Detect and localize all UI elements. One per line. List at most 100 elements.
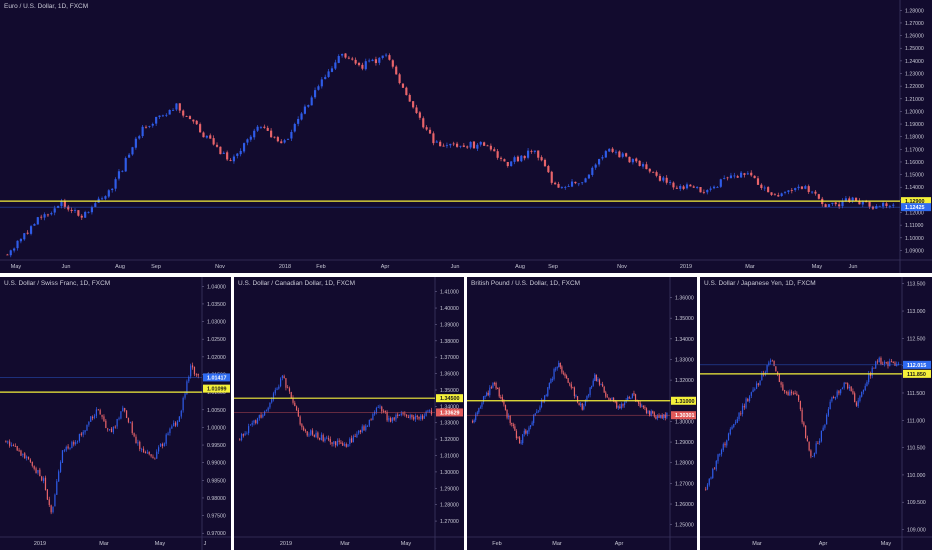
candle-body <box>833 396 835 399</box>
candle-body <box>363 426 365 431</box>
candle-body <box>258 415 260 419</box>
candle-body <box>595 374 597 381</box>
candle-body <box>377 406 379 408</box>
candle-body <box>190 365 192 377</box>
candle-body <box>92 416 94 419</box>
candle-body <box>847 383 849 389</box>
candle-body <box>882 202 885 207</box>
candle-body <box>271 399 273 403</box>
usdjpy-chart-panel[interactable]: 109.000 109.500 110.000 110.500 111.000 111.5… <box>700 277 932 550</box>
price-label-bg <box>436 408 463 417</box>
candle-body <box>174 422 177 426</box>
candle-body <box>364 61 367 70</box>
candle-body <box>534 413 536 416</box>
candle-body <box>562 372 565 374</box>
candle-body <box>531 422 533 425</box>
candle-body <box>56 481 58 495</box>
candle-body <box>705 488 707 490</box>
candle-body <box>244 433 246 436</box>
candle-body <box>159 444 162 447</box>
candle-body <box>310 430 312 435</box>
candle-body <box>359 430 362 432</box>
x-tick-label: Mar <box>745 264 755 270</box>
candle-body <box>483 142 486 146</box>
candle-body <box>622 404 624 406</box>
candle-body <box>471 421 474 423</box>
price-label-bg <box>901 203 931 212</box>
candle-body <box>511 422 513 424</box>
candle-body <box>429 410 431 412</box>
candle-body <box>107 190 110 197</box>
candle-body <box>617 406 619 408</box>
y-tick-label: 1.28000 <box>905 8 924 14</box>
candle-body <box>621 153 624 157</box>
usdchf-chart-panel[interactable]: 0.97000 0.97500 0.98000 0.98500 0.99000 0.995… <box>0 277 231 550</box>
eurusd-chart-panel[interactable]: 1.090001.100001.110001.120001.130001.140… <box>0 0 932 273</box>
candle-body <box>395 414 397 420</box>
candle-body <box>84 430 86 433</box>
candle-body <box>504 405 507 411</box>
candle-body <box>379 406 381 408</box>
candle-body <box>503 159 506 162</box>
y-tick-label: 1.16000 <box>905 160 924 166</box>
price-label-bg <box>203 373 230 382</box>
candle-body <box>885 203 888 206</box>
price-label: 1.31000 <box>675 399 695 405</box>
candle-body <box>411 414 413 418</box>
candle-body <box>641 164 645 167</box>
candle-body <box>16 240 19 249</box>
candle-body <box>167 433 169 435</box>
candle-body <box>594 374 596 381</box>
candle-body <box>67 206 70 210</box>
y-tick-label: 1.02500 <box>207 337 226 343</box>
y-tick-label: 1.33000 <box>440 421 459 427</box>
candle-body <box>197 373 199 376</box>
candle-body <box>858 200 861 205</box>
candle-body <box>272 393 275 400</box>
gbpusd-chart-panel[interactable]: 1.25000 1.26000 1.27000 1.28000 1.29000 1.300… <box>467 277 697 550</box>
candle-body <box>592 380 594 386</box>
candle-body <box>43 214 46 218</box>
candle-body <box>368 60 371 62</box>
y-tick-label: 1.31000 <box>440 454 459 460</box>
candle-body <box>336 440 338 446</box>
y-tick-label: 1.26000 <box>905 34 924 40</box>
candle-body <box>41 476 43 481</box>
candle-body <box>539 407 541 411</box>
candle-body <box>712 468 714 479</box>
candle-body <box>283 376 285 379</box>
candle-body <box>628 397 630 399</box>
candle-body <box>489 145 492 150</box>
candle-body <box>315 432 317 437</box>
candle-body <box>88 421 90 425</box>
chart-svg: 1.27000 1.28000 1.29000 1.30000 1.31000 1.320… <box>234 277 464 550</box>
candle-body <box>292 397 294 403</box>
candle-body <box>740 413 742 415</box>
candle-body <box>58 471 60 482</box>
candle-body <box>307 105 310 107</box>
candle-body <box>12 445 15 446</box>
candle-body <box>347 57 350 59</box>
candle-body <box>466 146 469 148</box>
candle-body <box>587 394 590 396</box>
candle-body <box>500 397 502 398</box>
candle-body <box>33 466 35 469</box>
candle-body <box>300 113 303 120</box>
price-label-bg <box>901 197 931 206</box>
candle-body <box>537 410 539 412</box>
candle-body <box>834 397 837 399</box>
y-tick-label: 109.000 <box>907 528 926 534</box>
candle-body <box>883 361 886 364</box>
usdcad-chart-panel[interactable]: 1.27000 1.28000 1.29000 1.30000 1.31000 1.320… <box>234 277 464 550</box>
candle-body <box>838 204 841 207</box>
candle-body <box>516 156 520 162</box>
price-label: 1.30301 <box>675 413 695 419</box>
y-tick-label: 1.03500 <box>207 302 226 308</box>
candle-body <box>280 141 283 144</box>
candle-body <box>110 428 113 433</box>
candle-body <box>23 233 26 240</box>
candle-body <box>591 167 594 175</box>
candle-body <box>427 410 429 412</box>
candle-body <box>472 141 476 149</box>
candle-body <box>804 186 807 189</box>
